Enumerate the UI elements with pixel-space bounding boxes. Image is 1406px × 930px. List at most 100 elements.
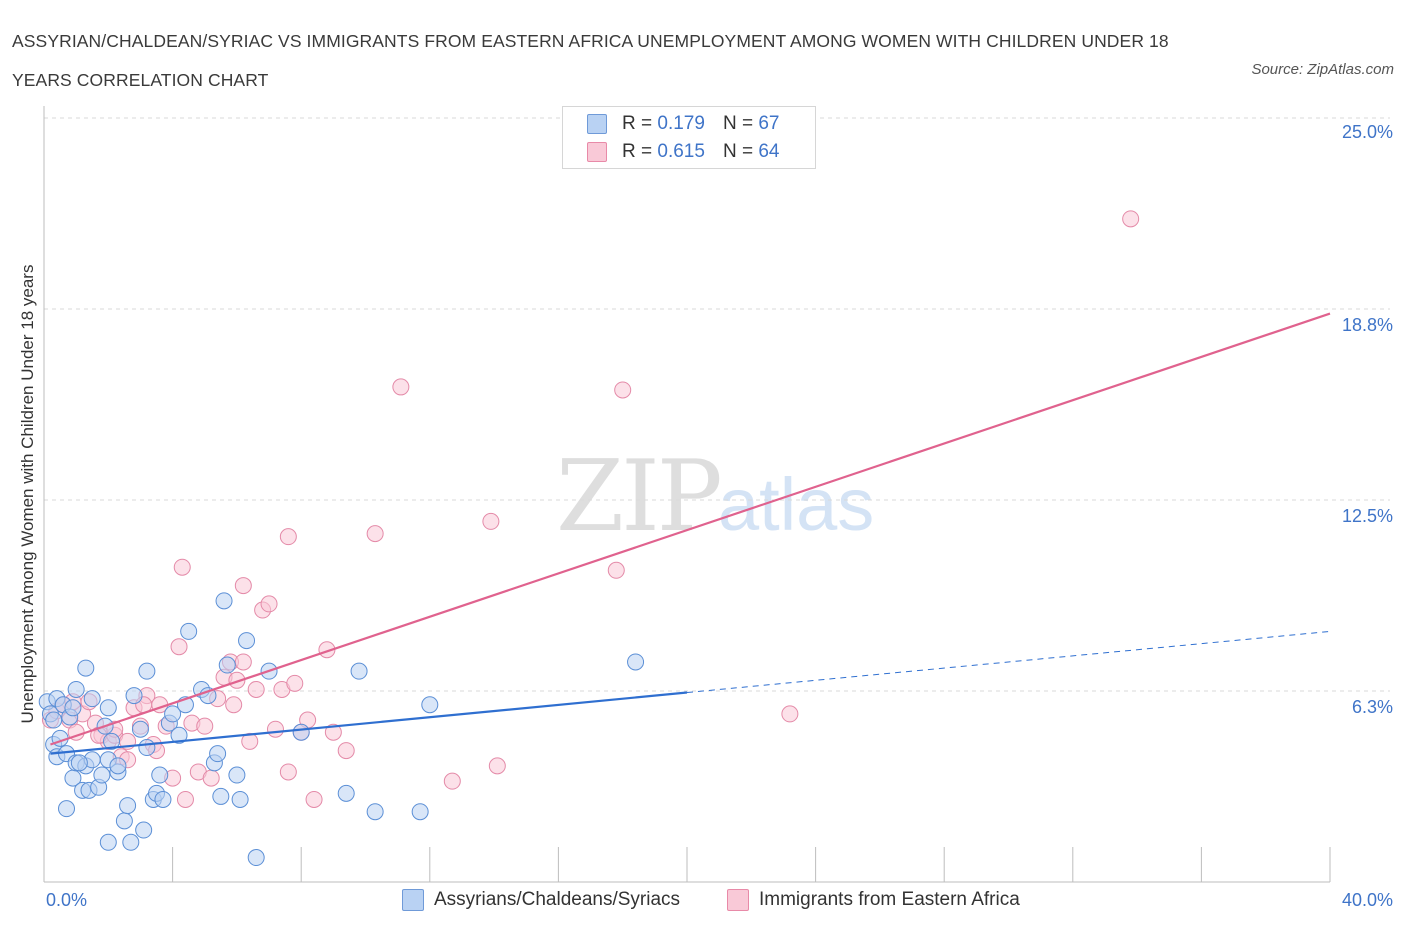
blue-data-point <box>77 659 95 677</box>
pink-data-point <box>202 769 220 787</box>
pink-data-point <box>1122 210 1140 228</box>
pink-data-point <box>247 680 265 698</box>
blue-data-point <box>228 766 246 784</box>
legend-r-label: R = <box>622 141 653 162</box>
y-tick-label-25: 25.0% <box>1341 122 1393 142</box>
blue-data-point <box>209 745 227 763</box>
pink-data-point <box>228 671 246 689</box>
blue-data-point <box>125 687 143 705</box>
pink-data-point <box>279 763 297 781</box>
blue-data-point <box>115 812 133 830</box>
y-tick-label-18-8: 18.8% <box>1341 315 1393 335</box>
blue-trend-extension <box>686 630 1331 694</box>
pink-data-point <box>324 723 342 741</box>
blue-trend-line <box>50 691 688 755</box>
pink-data-point <box>781 705 799 723</box>
pink-data-point <box>488 757 506 775</box>
legend-r-label: R = <box>622 113 653 134</box>
blue-data-point <box>109 757 127 775</box>
pink-data-point <box>170 638 188 656</box>
blue-data-point <box>366 803 384 821</box>
blue-data-point <box>64 699 82 717</box>
pink-data-point <box>286 674 304 692</box>
blue-data-point <box>180 622 198 640</box>
bottom-legend-swatch-pink <box>727 889 749 911</box>
blue-data-point <box>138 662 156 680</box>
chart-title: ASSYRIAN/CHALDEAN/SYRIAC VS IMMIGRANTS F… <box>12 31 1169 90</box>
blue-data-point <box>138 739 156 757</box>
y-axis-title: Unemployment Among Women with Children U… <box>18 264 37 724</box>
pink-data-point <box>614 381 632 399</box>
blue-data-point <box>58 800 76 818</box>
blue-data-point <box>170 726 188 744</box>
pink-data-point <box>279 528 297 546</box>
x-tick-label-min: 0.0% <box>46 890 88 910</box>
pink-data-point <box>305 790 323 808</box>
correlation-legend: R = 0.179 N = 67 R = 0.615 N = 64 <box>562 106 816 169</box>
blue-data-point <box>411 803 429 821</box>
bottom-legend-swatch-blue <box>402 889 424 911</box>
blue-data-point <box>218 656 236 674</box>
pink-data-point <box>173 558 191 576</box>
legend-row-pink: R = 0.615 N = 64 <box>587 140 779 164</box>
source-label: Source: ZipAtlas.com <box>1251 61 1394 78</box>
blue-data-point <box>122 833 140 851</box>
blue-data-point <box>45 711 63 729</box>
legend-n-value: 67 <box>758 113 780 134</box>
legend-n-value: 64 <box>758 141 780 162</box>
blue-data-point <box>212 787 230 805</box>
blue-data-point <box>164 705 182 723</box>
bottom-legend-label-pink: Immigrants from Eastern Africa <box>759 889 1020 910</box>
blue-data-point <box>93 766 111 784</box>
blue-data-point <box>337 784 355 802</box>
legend-n-label: N = <box>722 141 754 162</box>
pink-data-point <box>366 525 384 543</box>
pink-data-point <box>337 742 355 760</box>
blue-data-point <box>135 821 153 839</box>
blue-data-point <box>99 833 117 851</box>
y-tick-label-12-5: 12.5% <box>1341 506 1393 526</box>
blue-data-point <box>154 790 172 808</box>
blue-data-point <box>119 797 137 815</box>
pink-data-point <box>392 378 410 396</box>
pink-data-point <box>234 653 252 671</box>
blue-data-point <box>67 680 85 698</box>
blue-data-point <box>350 662 368 680</box>
blue-data-point <box>70 754 88 772</box>
pink-trend-line <box>50 312 1331 746</box>
blue-data-point <box>238 632 256 650</box>
bottom-legend-label-blue: Assyrians/Chaldeans/Syriacs <box>434 889 681 910</box>
pink-data-point <box>266 720 284 738</box>
legend-r-value: 0.179 <box>657 113 705 134</box>
legend-swatch-blue <box>587 114 607 134</box>
y-tick-label-6-3: 6.3% <box>1351 697 1393 717</box>
blue-data-point <box>151 766 169 784</box>
pink-data-point <box>196 717 214 735</box>
legend-r-value: 0.615 <box>657 141 705 162</box>
blue-data-point <box>247 849 265 867</box>
blue-data-point <box>83 690 101 708</box>
pink-data-point <box>260 595 278 613</box>
blue-data-point <box>215 592 233 610</box>
blue-data-point <box>131 720 149 738</box>
watermark-zip: ZIP <box>556 440 723 554</box>
legend-n-label: N = <box>722 113 754 134</box>
blue-data-point <box>627 653 645 671</box>
pink-data-point <box>225 696 243 714</box>
pink-data-point <box>482 512 500 530</box>
legend-row-blue: R = 0.179 N = 67 <box>587 112 779 136</box>
pink-data-point <box>234 577 252 595</box>
pink-data-point <box>176 790 194 808</box>
bottom-legend-series1: Assyrians/Chaldeans/Syriacs <box>402 889 680 911</box>
legend-swatch-pink <box>587 142 607 162</box>
blue-data-point <box>292 723 310 741</box>
blue-data-point <box>421 696 439 714</box>
x-tick-label-max: 40.0% <box>1341 890 1393 910</box>
blue-data-point <box>99 699 117 717</box>
blue-data-point <box>103 732 121 750</box>
pink-data-point <box>443 772 461 790</box>
pink-data-point <box>607 561 625 579</box>
blue-data-point <box>199 687 217 705</box>
blue-data-point <box>231 790 249 808</box>
